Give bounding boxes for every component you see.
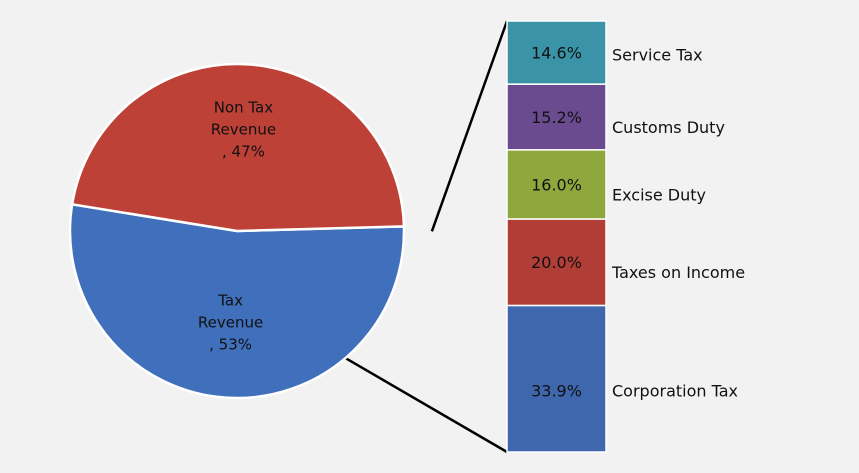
- bar-label-service-tax: 14.6%: [531, 44, 582, 63]
- pie-slice-tax-revenue: [68, 203, 406, 400]
- bar-segment-service-tax: [506, 20, 607, 85]
- bar-segment-taxes-on-income: [506, 218, 607, 307]
- legend-label-corporation-tax: Corporation Tax: [612, 382, 738, 401]
- legend-label-taxes-on-income: Taxes on Income: [611, 263, 745, 282]
- bar-segment-customs-duty: [506, 83, 607, 151]
- pie-labels: Tax Revenue, 53% Non Tax Revenue, 47%: [198, 98, 276, 353]
- breakdown-bar: [506, 20, 607, 453]
- bar-label-taxes-on-income: 20.0%: [531, 253, 582, 272]
- bar-segment-excise-duty: [506, 149, 607, 220]
- pie-label-non-tax-revenue: Non Tax Revenue, 47%: [211, 98, 276, 160]
- legend-label-customs-duty: Customs Duty: [612, 118, 725, 137]
- breakdown-bar-labels: 33.9% 20.0% 16.0% 15.2% 14.6%: [531, 44, 582, 401]
- breakdown-legend: Corporation Tax Taxes on Income Excise Dut…: [611, 46, 745, 401]
- pie-label-tax-revenue: Tax Revenue, 53%: [198, 292, 263, 354]
- connector-line-top: [430, 20, 509, 232]
- legend-label-excise-duty: Excise Duty: [612, 185, 706, 204]
- pie-slice-non-tax-revenue: [70, 62, 406, 233]
- bar-label-corporation-tax: 33.9%: [531, 382, 582, 401]
- legend-label-service-tax: Service Tax: [612, 46, 703, 65]
- bar-segment-corporation-tax: [506, 304, 607, 453]
- bar-label-customs-duty: 15.2%: [531, 108, 582, 127]
- pie: [68, 62, 406, 400]
- bar-label-excise-duty: 16.0%: [531, 175, 582, 194]
